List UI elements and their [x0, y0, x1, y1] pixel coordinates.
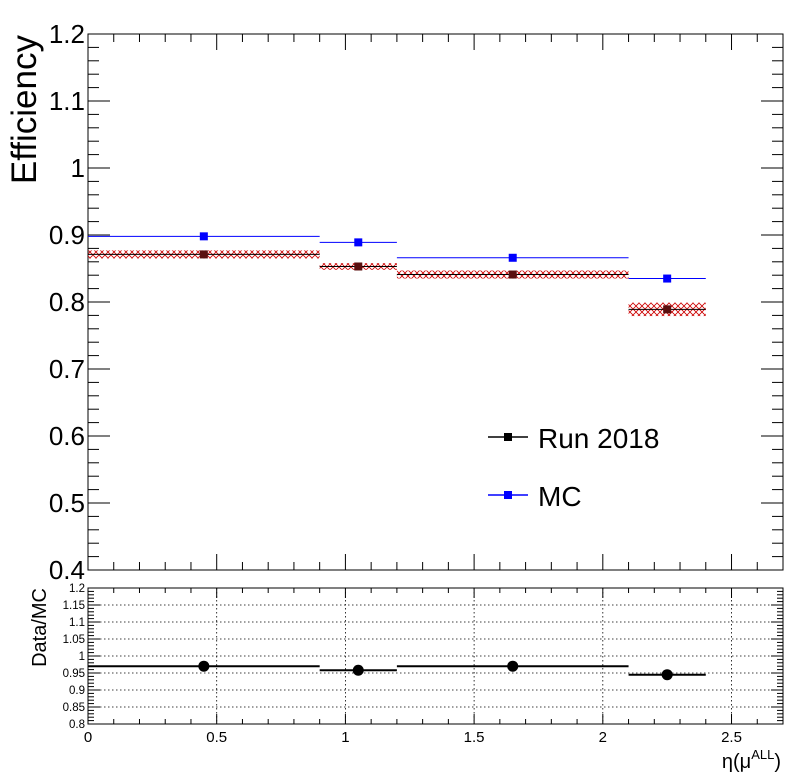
mc-marker-1	[354, 238, 363, 247]
legend-mc-marker	[504, 491, 512, 499]
ratio-marker-1	[352, 664, 364, 676]
ratio-y-tick-label: 1	[79, 651, 85, 663]
ratio-marker-3	[661, 669, 673, 681]
mc-marker-2	[508, 253, 517, 262]
main-plot-border	[87, 33, 784, 571]
x-label-close: )	[774, 751, 781, 773]
ratio-marker-2	[507, 660, 519, 672]
main-y-tick-label: 1	[71, 153, 85, 183]
ratio-y-tick-label: 0.8	[69, 719, 85, 731]
ratio-x-tick-label: 2	[599, 729, 607, 746]
mc-marker-0	[199, 232, 208, 241]
main-y-axis-label: Efficiency	[5, 35, 44, 185]
main-y-tick-label: 0.4	[49, 555, 85, 585]
ratio-x-axis-label: η(μALL)	[722, 747, 781, 773]
ratio-y-tick-label: 1.05	[63, 634, 85, 646]
ratio-x-tick-label: 0.5	[206, 729, 227, 746]
ratio-y-tick-label: 1.15	[63, 600, 85, 612]
main-y-tick-label: 0.9	[49, 220, 85, 250]
main-y-tick-label: 0.6	[49, 421, 85, 451]
main-y-tick-label: 0.7	[49, 354, 85, 384]
legend: Run 2018 MC	[488, 423, 659, 512]
ratio-y-tick-label: 1.1	[69, 617, 85, 629]
ratio-plot-frame: 0 0.5 1 1.5 2 2.5 0.8 0.85 0.9 0.95 1 1.05 1.1 1.15 1.…	[63, 583, 784, 746]
mc-marker-3	[663, 274, 672, 283]
main-y-tick-label: 0.8	[49, 287, 85, 317]
x-label-base: η(μ	[722, 751, 751, 773]
run2018-marker-2	[508, 270, 517, 279]
legend-run2018-label: Run 2018	[538, 423, 659, 454]
ratio-x-tick-label: 1.5	[464, 729, 485, 746]
main-y-tick-label: 0.5	[49, 488, 85, 518]
legend-run2018-marker	[504, 433, 512, 441]
ratio-marker-0	[198, 660, 210, 672]
ratio-y-tick-label: 0.95	[63, 668, 85, 680]
x-label-superscript: ALL	[751, 747, 774, 762]
ratio-y-tick-label: 1.2	[69, 583, 85, 595]
ratio-x-tick-label: 0	[84, 729, 92, 746]
ratio-y-axis-label: Data/MC	[29, 588, 51, 667]
ratio-y-tick-label: 0.85	[63, 702, 85, 714]
main-y-tick-label: 1.2	[49, 19, 85, 49]
main-y-tick-label: 1.1	[49, 86, 85, 116]
ratio-y-tick-label: 0.9	[69, 685, 85, 697]
ratio-x-tick-label: 1	[341, 729, 349, 746]
ratio-x-tick-label: 2.5	[721, 729, 742, 746]
legend-mc-label: MC	[538, 481, 582, 512]
main-plot-frame: 0.4 0.5 0.6 0.7 0.8 0.9 1 1.1 1.2	[49, 19, 784, 585]
run2018-marker-0	[199, 250, 208, 259]
run2018-marker-1	[354, 262, 363, 271]
run2018-marker-3	[663, 305, 672, 314]
